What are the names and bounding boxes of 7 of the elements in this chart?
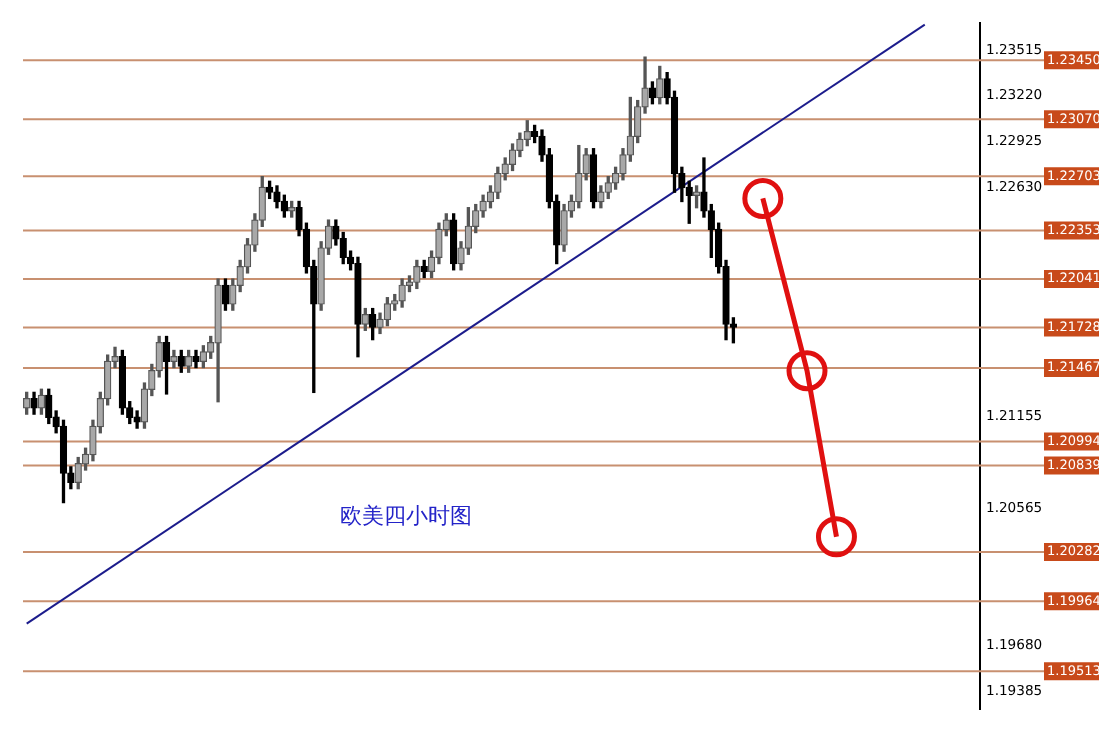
point	[815, 516, 857, 558]
candlestick	[589, 148, 598, 209]
point	[786, 350, 828, 392]
candlestick	[221, 278, 230, 311]
candlestick	[162, 335, 171, 395]
annotation: 欧美四小时图	[339, 502, 472, 529]
point	[742, 177, 784, 219]
